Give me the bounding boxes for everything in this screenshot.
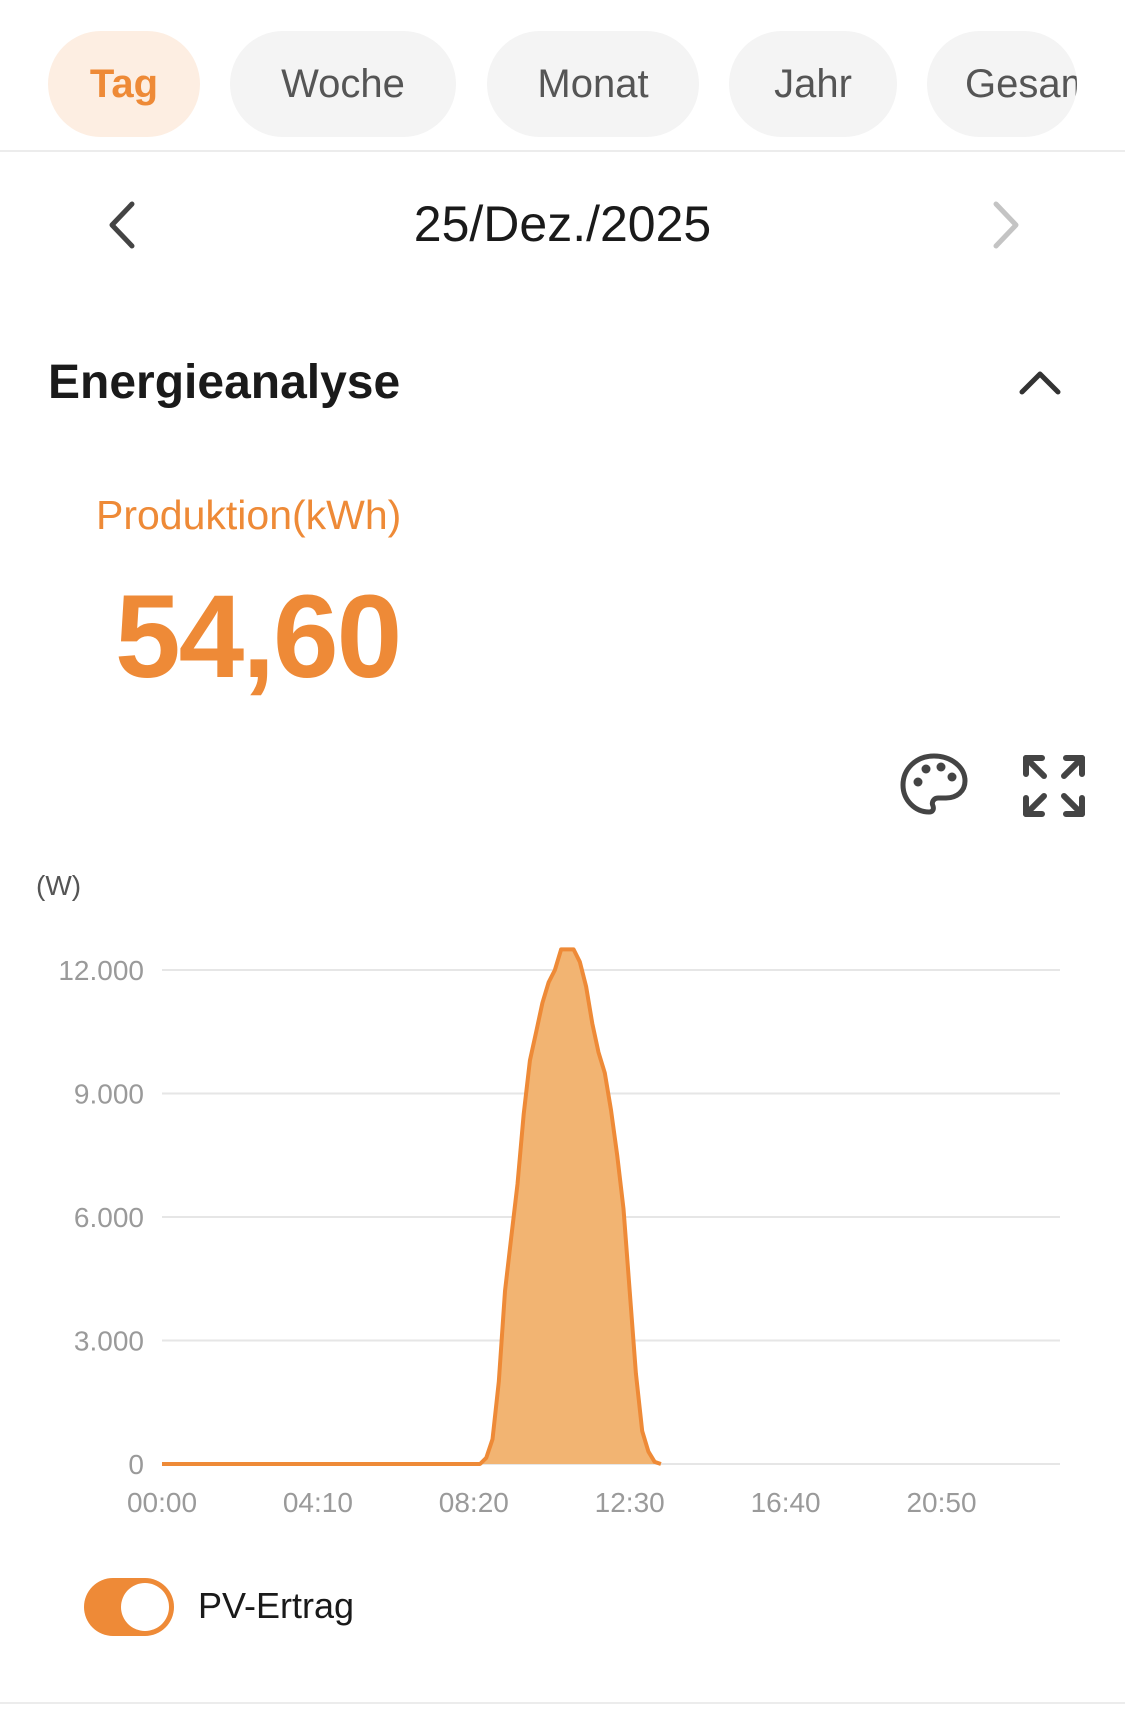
production-label: Produktion(kWh) (96, 492, 402, 538)
y-tick-label: 12.000 (58, 955, 144, 986)
production-chart[interactable]: (W) 0 3.000 6.000 9.000 12.000 00:00 04:10 08:… (0, 850, 1125, 1530)
tab-tag[interactable]: Tag (48, 31, 200, 137)
toggle-knob (121, 1583, 169, 1631)
tab-woche[interactable]: Woche (230, 31, 456, 137)
y-axis-ticks: 0 3.000 6.000 9.000 12.000 (58, 955, 144, 1480)
fullscreen-button[interactable] (1016, 748, 1092, 824)
chevron-left-icon (109, 201, 135, 249)
y-tick-label: 9.000 (74, 1079, 144, 1110)
theme-button[interactable] (896, 748, 972, 824)
divider (0, 1702, 1125, 1704)
tab-gesamt[interactable]: Gesamt (927, 31, 1077, 137)
x-tick-label: 12:30 (595, 1487, 665, 1518)
x-tick-label: 08:20 (439, 1487, 509, 1518)
expand-icon (1023, 755, 1085, 817)
x-tick-label: 04:10 (283, 1487, 353, 1518)
legend-label-pv-ertrag: PV-Ertrag (198, 1585, 355, 1626)
previous-day-button[interactable] (88, 190, 158, 260)
series-area-pv-ertrag (162, 949, 661, 1464)
palette-icon (900, 753, 968, 815)
x-axis-ticks: 00:00 04:10 08:20 12:30 16:40 20:50 (127, 1487, 977, 1518)
x-tick-label: 16:40 (751, 1487, 821, 1518)
chevron-right-icon (993, 201, 1019, 249)
tab-monat[interactable]: Monat (487, 31, 699, 137)
collapse-section-button[interactable] (1010, 352, 1070, 412)
production-value: 54,60 (115, 571, 402, 703)
next-day-button[interactable] (970, 190, 1040, 260)
pv-ertrag-toggle[interactable] (84, 1578, 174, 1636)
legend: PV-Ertrag (84, 1578, 484, 1638)
y-tick-label: 0 (128, 1449, 144, 1480)
x-tick-label: 00:00 (127, 1487, 197, 1518)
period-tabs: Tag Woche Monat Jahr Gesamt (0, 0, 1125, 152)
y-axis-unit: (W) (36, 870, 81, 901)
section-title: Energieanalyse (48, 356, 401, 409)
y-tick-label: 6.000 (74, 1202, 144, 1233)
tab-jahr[interactable]: Jahr (729, 31, 897, 137)
date-navigation: 25/Dez./2025 (0, 170, 1125, 280)
date-label[interactable]: 25/Dez./2025 (413, 196, 712, 252)
series-line-pv-ertrag (162, 947, 662, 1466)
chart-series (162, 947, 662, 1466)
x-tick-label: 20:50 (906, 1487, 976, 1518)
y-tick-label: 3.000 (74, 1326, 144, 1357)
chevron-up-icon (1019, 371, 1061, 395)
